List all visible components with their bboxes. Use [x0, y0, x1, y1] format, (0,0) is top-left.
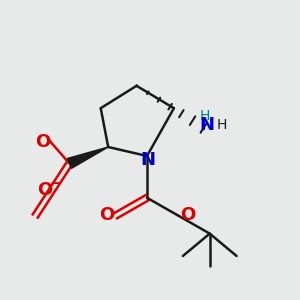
- Text: N: N: [199, 116, 214, 134]
- Text: −: −: [49, 176, 62, 191]
- Text: O: O: [180, 206, 195, 224]
- Polygon shape: [67, 147, 108, 168]
- Text: O: O: [35, 133, 51, 151]
- Text: N: N: [140, 152, 155, 169]
- Text: H: H: [200, 109, 210, 123]
- Text: O: O: [99, 206, 114, 224]
- Text: H: H: [217, 118, 227, 132]
- Text: O: O: [37, 181, 52, 199]
